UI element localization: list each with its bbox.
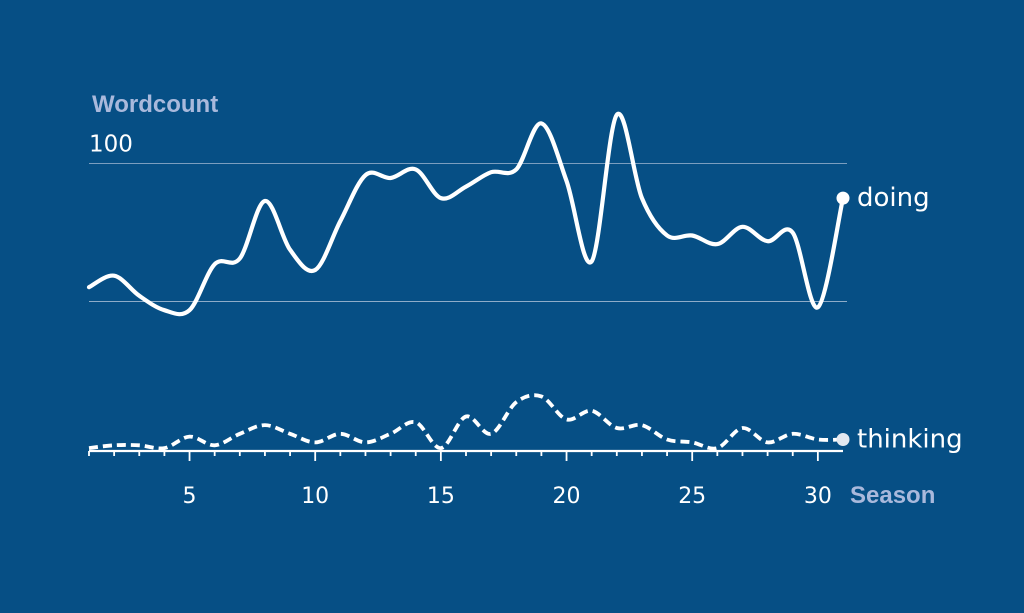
- y-axis-title: Wordcount: [92, 91, 218, 118]
- gridlines: 100: [89, 132, 847, 302]
- series-line-thinking: [88, 393, 844, 451]
- x-tick-label: 10: [301, 484, 329, 509]
- series-label-thinking: thinking: [857, 425, 963, 455]
- series-lines: doing thinking: [86, 111, 963, 455]
- x-tick-label: 30: [804, 484, 832, 509]
- x-axis: 5 10 15 20 25 30: [88, 449, 843, 509]
- series-end-dot: [836, 433, 850, 447]
- y-tick-label: 100: [89, 132, 133, 158]
- x-tick-label: 15: [427, 484, 455, 509]
- series-doing: doing: [86, 111, 930, 317]
- series-line-doing: [86, 111, 846, 317]
- series-label-doing: doing: [857, 183, 930, 213]
- x-tick-label: 20: [553, 484, 581, 509]
- series-end-dot: [836, 191, 850, 205]
- x-axis-title: Season: [850, 482, 935, 509]
- x-tick-label: 5: [183, 484, 197, 509]
- series-thinking: thinking: [88, 393, 963, 455]
- x-tick-label: 25: [678, 484, 706, 509]
